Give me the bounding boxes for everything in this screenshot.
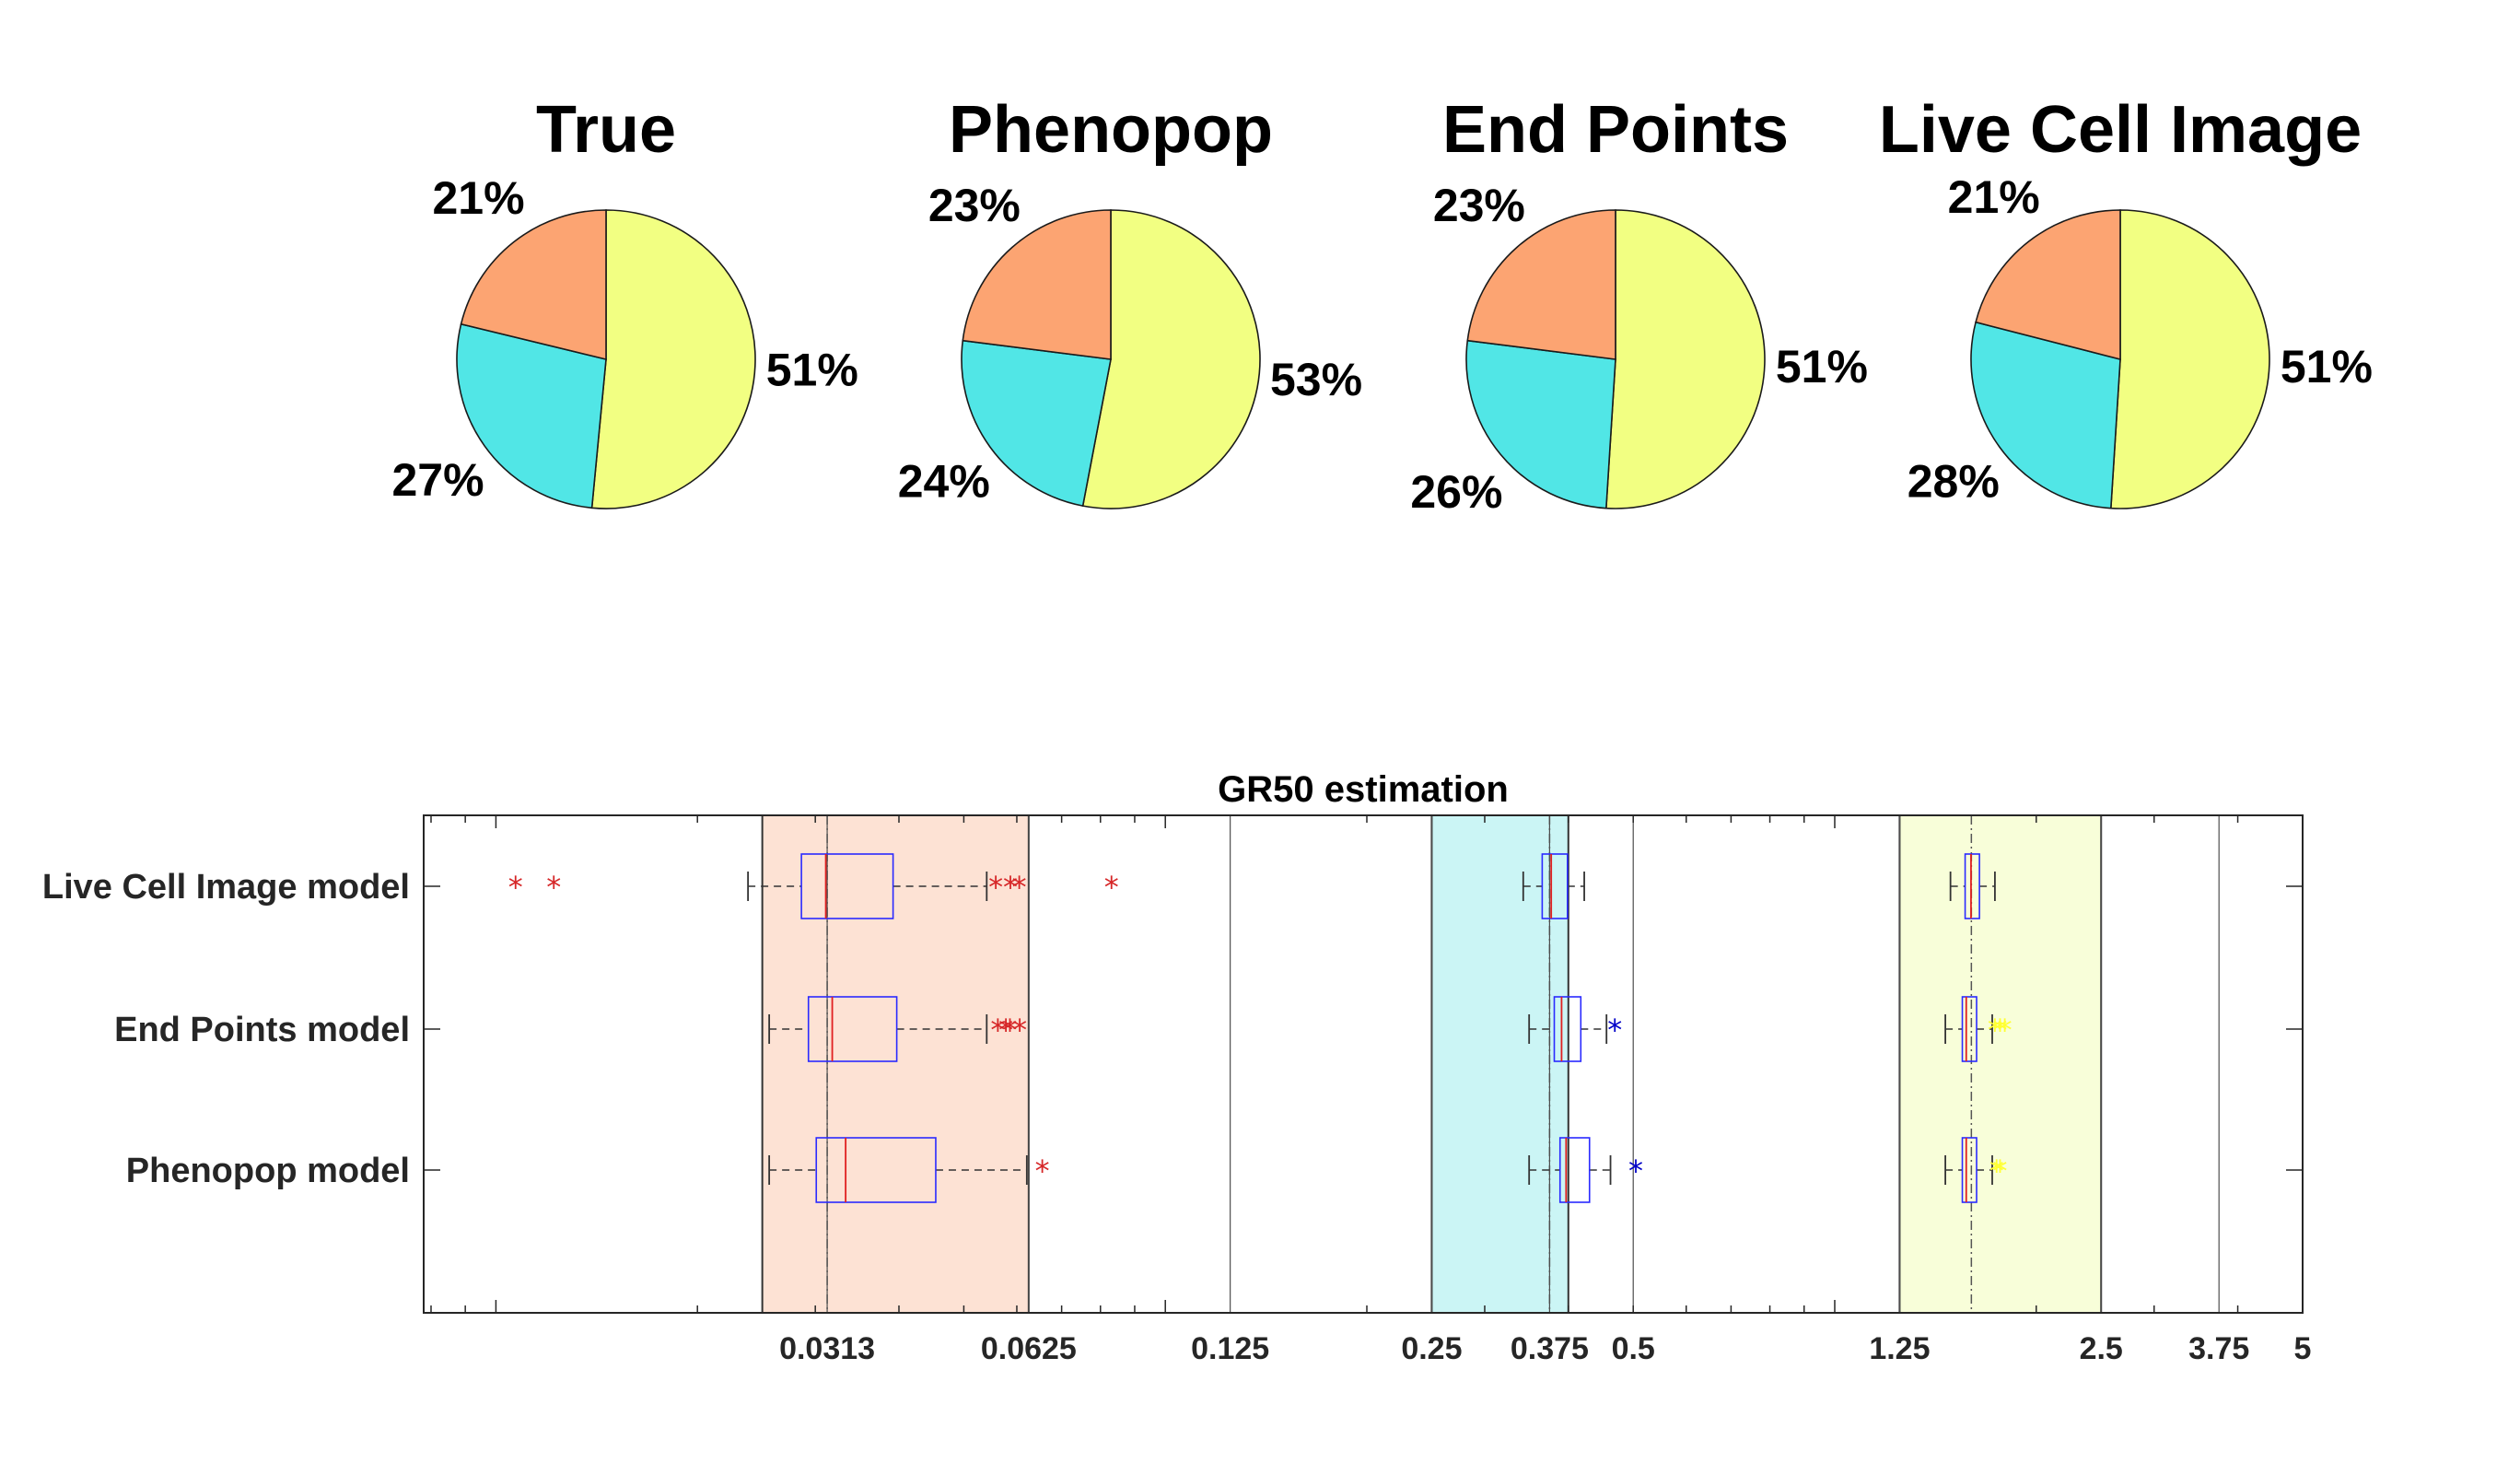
outlier-marker: * — [1988, 1012, 2002, 1048]
pie-slice — [590, 209, 756, 509]
pie-slice — [460, 209, 607, 361]
pie-slice-label: 51% — [1776, 341, 1868, 392]
pie-slice-label: 21% — [432, 172, 524, 224]
x-tick-label: 2.5 — [2080, 1331, 2123, 1366]
pie-slice-label: 51% — [766, 345, 858, 396]
outlier-marker: * — [1607, 1012, 1622, 1048]
pie-true: True 51% 27% 21% — [391, 93, 858, 509]
x-tick-label: 0.0313 — [779, 1331, 875, 1366]
pie-slice-label: 23% — [928, 180, 1021, 231]
pie-slice — [1970, 321, 2121, 509]
box-iqr — [1553, 996, 1582, 1062]
boxplot-title: GR50 estimation — [1218, 769, 1509, 810]
pie-end-points: End Points 51% 26% 23% — [1410, 93, 1868, 518]
box-group — [1522, 853, 1585, 919]
pie-title: End Points — [1442, 93, 1789, 167]
shaded-band — [1431, 815, 1569, 1313]
outlier-marker: * — [1989, 1153, 2004, 1188]
outlier-marker: * — [546, 870, 561, 905]
pie-slice — [2109, 209, 2270, 509]
pie-slice — [456, 322, 607, 509]
pie-slice — [1081, 209, 1261, 509]
pie-slice-label: 21% — [1948, 171, 2040, 223]
box-iqr — [807, 996, 898, 1062]
box-row-live-cell-image-model: * * * ** * — [508, 853, 1996, 919]
pie-slice-label: 26% — [1410, 466, 1502, 518]
box-iqr — [1541, 853, 1569, 919]
shaded-band — [762, 815, 1029, 1313]
x-tick-label: 0.25 — [1401, 1331, 1462, 1366]
box-iqr — [1961, 996, 1978, 1062]
x-tick-label: 5 — [2294, 1331, 2312, 1366]
box-iqr — [800, 853, 894, 919]
minor-ticks — [430, 815, 2304, 1313]
box-group: ** — [1944, 1137, 2008, 1203]
box-iqr — [815, 1137, 937, 1203]
outlier-marker: * — [1012, 870, 1027, 905]
outlier-marker: * — [1003, 1012, 1018, 1048]
outlier-marker: * — [1035, 1153, 1050, 1188]
axes-frame — [423, 814, 2304, 1314]
outlier-marker: * — [998, 1012, 1013, 1048]
pie-slice — [962, 209, 1112, 360]
pie-slice — [961, 339, 1112, 508]
box-group: **** — [768, 996, 1027, 1062]
box-group: * — [1528, 996, 1622, 1062]
x-tick-label: 1.25 — [1869, 1331, 1930, 1366]
y-tick-label: Phenopop model — [126, 1152, 410, 1190]
box-group: * * * ** * — [508, 853, 1119, 919]
pie-phenopop: Phenopop 53% 24% 23% — [898, 93, 1362, 509]
pie-live-cell-image: Live Cell Image 51% 28% 21% — [1879, 93, 2373, 509]
pie-slice — [1975, 209, 2121, 361]
box-iqr — [1558, 1137, 1591, 1203]
outlier-marker: * — [1012, 1012, 1027, 1048]
box-row-end-points-model: **** * *** — [768, 996, 2012, 1062]
outlier-marker: * — [508, 870, 523, 905]
y-tick-labels: Live Cell Image model End Points model Phe… — [42, 868, 2303, 1190]
pie-slice — [1465, 339, 1616, 509]
pie-title: True — [536, 93, 676, 167]
box-group: * — [1528, 1137, 1643, 1203]
pie-slice-label: 23% — [1433, 180, 1525, 231]
x-tick-labels: 0.0313 0.0625 0.125 0.25 0.375 0.5 1.25 2.5 3.75… — [779, 1331, 2311, 1366]
pie-slice-label: 53% — [1270, 354, 1362, 405]
outlier-marker: * — [1003, 870, 1018, 905]
pie-title: Phenopop — [949, 93, 1273, 167]
box-iqr — [1961, 1137, 1978, 1203]
box-row-phenopop-model: * * ** — [768, 1137, 2008, 1203]
outlier-marker: * — [988, 870, 1003, 905]
y-tick-label: End Points model — [114, 1011, 410, 1049]
pie-title: Live Cell Image — [1879, 93, 2362, 167]
outlier-marker: * — [1993, 1153, 2008, 1188]
y-tick-label: Live Cell Image model — [42, 868, 410, 907]
box-iqr — [1964, 853, 1980, 919]
x-tick-label: 0.125 — [1191, 1331, 1269, 1366]
outlier-marker: * — [1104, 870, 1119, 905]
outlier-marker: * — [1993, 1012, 2008, 1048]
gr50-boxplot: * * * ** ***** * **** * ** GR50 estimation Live … — [42, 769, 2312, 1366]
x-tick-label: 0.5 — [1612, 1331, 1655, 1366]
outlier-marker: * — [990, 1012, 1005, 1048]
x-tick-label: 0.375 — [1511, 1331, 1589, 1366]
box-groups: * * * ** ***** * **** * ** — [508, 853, 2012, 1203]
box-group: * — [768, 1137, 1050, 1203]
box-group: *** — [1944, 996, 2012, 1062]
shaded-band — [1899, 815, 2102, 1313]
pie-slice-label: 27% — [391, 454, 484, 506]
pie-slice-label: 28% — [1908, 456, 2000, 508]
pie-slice — [1604, 209, 1766, 509]
outlier-marker: * — [1628, 1153, 1643, 1188]
x-tick-label: 3.75 — [2188, 1331, 2249, 1366]
outlier-marker: * — [1998, 1012, 2012, 1048]
pie-slice-label: 24% — [898, 456, 990, 508]
x-tick-label: 0.0625 — [981, 1331, 1077, 1366]
shaded-bands — [761, 815, 2103, 1313]
pie-slice — [1466, 209, 1616, 360]
box-group — [1949, 853, 1996, 919]
pie-slice-label: 51% — [2281, 341, 2373, 392]
